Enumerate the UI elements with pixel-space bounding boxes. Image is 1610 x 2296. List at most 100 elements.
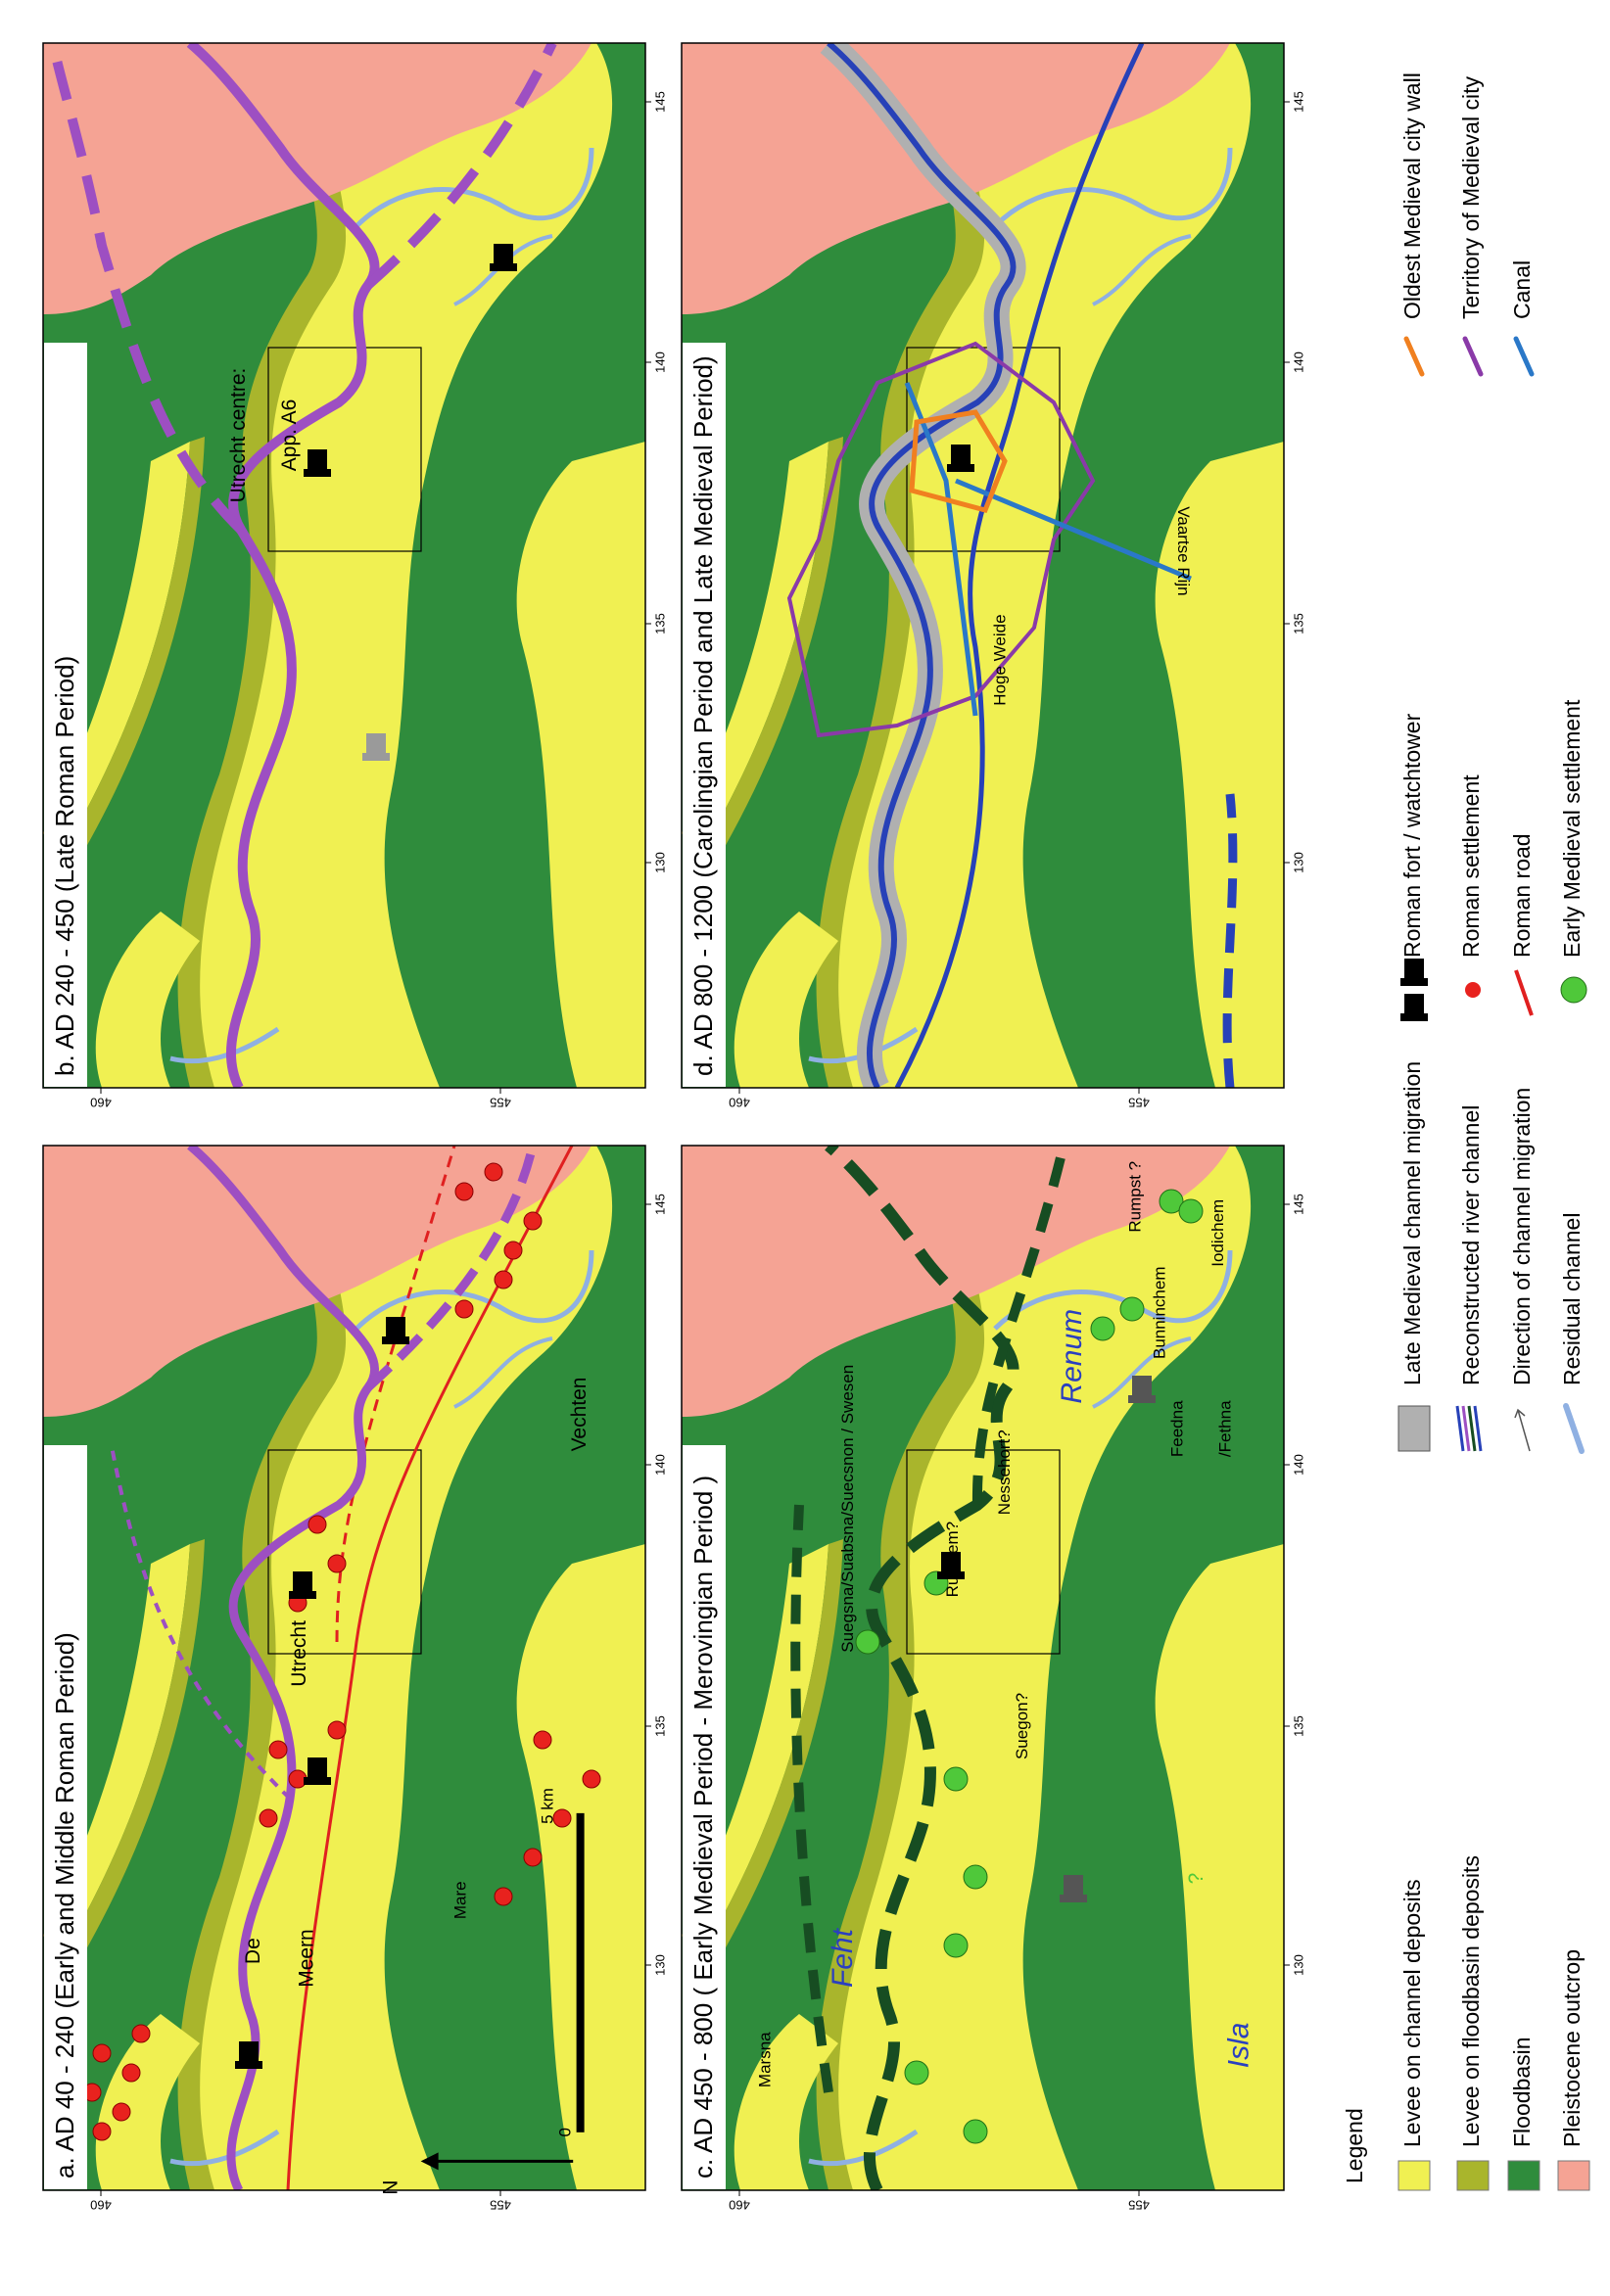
legend-swatch	[1456, 2160, 1490, 2191]
panel-frame	[42, 1145, 646, 2191]
place-label: Vechten	[568, 1378, 591, 1452]
place-label: ?	[1185, 1873, 1208, 1885]
legend-label: Roman road	[1509, 833, 1535, 958]
legend-label: Floodbasin	[1509, 2037, 1535, 2147]
fort-icon	[1060, 1895, 1087, 1902]
canal	[904, 382, 1192, 717]
early-medieval-settlement	[943, 1933, 969, 1958]
early-medieval-settlement	[963, 1864, 988, 1890]
place-label: Rumpst ?	[1125, 1161, 1144, 1233]
tick-label: 135	[1291, 613, 1305, 634]
panel-title: b. AD 240 - 450 (Late Roman Period)	[50, 656, 79, 1076]
place-label: Feht	[827, 1927, 859, 1988]
pleistocene	[43, 1146, 592, 1417]
levee-channel	[838, 1146, 1252, 2190]
early-medieval-settlement	[963, 2119, 988, 2144]
roman-road	[335, 1146, 456, 1643]
fort-icon	[947, 464, 974, 472]
levee-south	[516, 442, 645, 1088]
fort-icon	[366, 733, 386, 757]
levee-fan	[734, 2014, 838, 2190]
river-channel	[894, 43, 1145, 1088]
legend-label: Late Medieval channel migration	[1399, 1061, 1425, 1385]
roman-road	[286, 1146, 574, 2190]
map-content	[682, 1146, 1284, 2190]
panel-frame	[42, 42, 646, 1089]
place-label: Iodichem	[1208, 1199, 1227, 1267]
roman-settlement	[533, 1730, 552, 1750]
fort-icon	[289, 1591, 316, 1599]
fort-icon	[937, 1571, 965, 1579]
tick-label: 455	[1128, 1096, 1150, 1110]
fort-icon	[304, 1777, 331, 1785]
title-box	[683, 1445, 726, 2189]
place-label: Suegsna/Suabsna/Suecsnon / Swesen	[838, 1365, 857, 1653]
residual-channel	[1092, 234, 1192, 306]
place-label: Mare	[451, 1881, 470, 1919]
tick-label: 145	[652, 91, 667, 113]
map-content	[43, 1146, 645, 2190]
legend-line	[1563, 1403, 1585, 1454]
roman-settlement	[454, 1299, 474, 1319]
early-medieval-settlement	[855, 1629, 880, 1655]
place-label: Marsna	[756, 2032, 775, 2087]
legend-arrow	[1514, 1408, 1531, 1452]
panel-frame	[681, 42, 1285, 1089]
tick-label: 455	[1128, 2198, 1150, 2213]
legend-line	[1513, 336, 1535, 377]
levee-south	[1155, 1544, 1284, 2190]
fort-icon	[1128, 1395, 1156, 1403]
place-label: Nessehort?	[995, 1429, 1014, 1515]
panel-title: c. AD 450 - 800 ( Early Medieval Period …	[688, 1476, 718, 2179]
river-channel	[825, 1146, 1019, 2190]
tick-label: 460	[729, 1096, 750, 1110]
fort-icon	[293, 1571, 312, 1595]
roman-settlement	[523, 1211, 543, 1231]
river-channel	[187, 1146, 379, 2190]
levee-south	[1155, 442, 1284, 1088]
tick-label: 135	[652, 1715, 667, 1737]
place-label: De	[242, 1938, 264, 1964]
place-label: Hoge Weide	[991, 614, 1010, 705]
tick-label: 140	[652, 1454, 667, 1476]
tick-label: 455	[490, 2198, 511, 2213]
levee-strip	[63, 1539, 205, 1965]
legend-label: Levee on floodbasin deposits	[1458, 1855, 1484, 2147]
legend-swatch	[1397, 1405, 1431, 1452]
roman-settlement	[92, 2122, 112, 2141]
legend-line	[1461, 1405, 1471, 1452]
city-wall	[909, 409, 1008, 513]
panel-title: a. AD 40 - 240 (Early and Middle Roman P…	[50, 1632, 79, 2179]
fort-icon	[1400, 978, 1428, 986]
levee-fan	[95, 912, 200, 1088]
map-panel: b. AD 240 - 450 (Late Roman Period) 130 13…	[42, 42, 667, 1110]
tick-label: 140	[1291, 351, 1305, 373]
river-channel	[48, 43, 245, 534]
river-channel	[364, 1146, 538, 1391]
tick-label: 140	[1291, 1454, 1305, 1476]
levee-strip	[43, 1544, 190, 1955]
place-label: Rudihem?	[943, 1522, 962, 1598]
map-panel: a. AD 40 - 240 (Early and Middle Roman P…	[42, 1145, 667, 2213]
fort-icon	[1404, 994, 1424, 1017]
fort-icon	[494, 244, 513, 267]
pleistocene	[682, 1146, 1230, 1417]
levee-fan	[734, 912, 838, 1088]
title-box	[44, 1445, 87, 2189]
tick-label: 145	[1291, 1194, 1305, 1215]
legend-label: Oldest Medieval city wall	[1399, 72, 1425, 319]
fort-icon	[235, 2061, 262, 2069]
map-panel: d. AD 800 - 1200 (Carolingian Period and…	[681, 42, 1305, 1110]
legend-label: Residual channel	[1559, 1213, 1585, 1385]
roman-settlement	[494, 1270, 513, 1289]
levee-strip	[43, 442, 190, 853]
panel-title: d. AD 800 - 1200 (Carolingian Period and…	[688, 355, 718, 1076]
legend-line	[1473, 1405, 1483, 1452]
residual-channel	[355, 147, 594, 228]
legend-label: Canal	[1509, 260, 1535, 319]
fort-icon	[951, 445, 971, 468]
place-label: Renum	[1056, 1309, 1088, 1404]
legend-label: Roman fort / watchtower	[1399, 713, 1425, 958]
levee-strip	[63, 437, 205, 863]
place-label: /Fethna	[1215, 1400, 1234, 1457]
